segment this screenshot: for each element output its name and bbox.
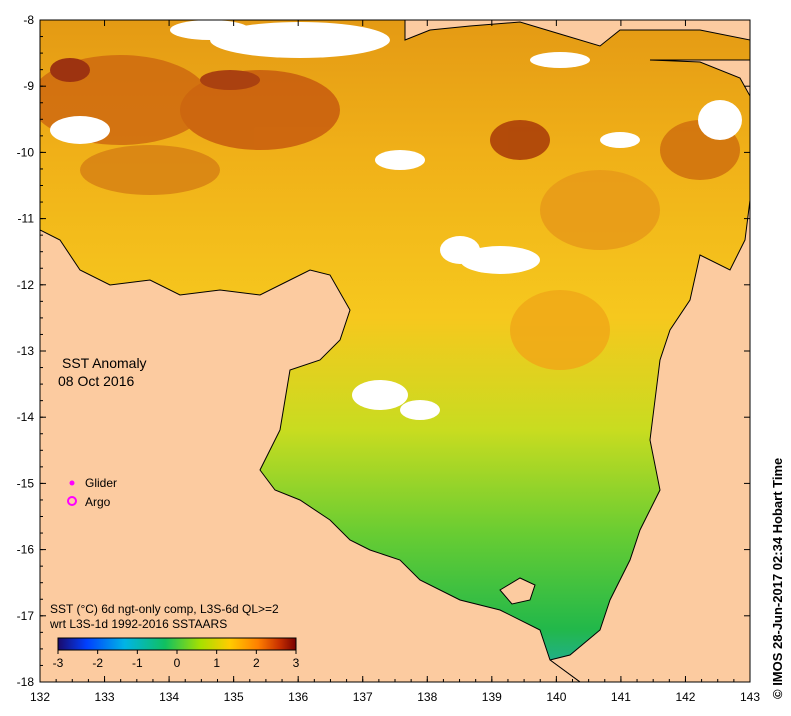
colorbar-ticks: -3 -2 -1 0 1 2 3 bbox=[53, 650, 300, 670]
x-tick-label: 137 bbox=[353, 690, 373, 704]
colorbar-tick-label: 0 bbox=[174, 656, 181, 670]
y-tick-label: -15 bbox=[17, 476, 35, 490]
x-tick-label: 139 bbox=[482, 690, 502, 704]
colorbar-tick-label: 1 bbox=[213, 656, 220, 670]
y-tick-label: -8 bbox=[23, 13, 34, 27]
colorbar-tick-label: 2 bbox=[253, 656, 260, 670]
y-tick-label: -12 bbox=[17, 278, 35, 292]
colorbar bbox=[57, 637, 297, 651]
y-tick-label: -9 bbox=[23, 79, 34, 93]
glider-marker bbox=[69, 480, 75, 486]
land-arnhem-land bbox=[40, 229, 581, 682]
map-title: SST Anomaly bbox=[62, 355, 147, 371]
imos-credit: © IMOS 28-Jun-2017 02:34 Hobart Time bbox=[770, 457, 785, 699]
land-island bbox=[499, 577, 536, 605]
y-tick-label: -16 bbox=[17, 543, 35, 557]
argo-label: Argo bbox=[85, 495, 111, 509]
y-tick-label: -13 bbox=[17, 344, 35, 358]
x-tick-label: 142 bbox=[675, 690, 695, 704]
x-tick-label: 136 bbox=[288, 690, 308, 704]
glider-label: Glider bbox=[85, 476, 117, 490]
x-tick-label: 140 bbox=[546, 690, 566, 704]
map-date: 08 Oct 2016 bbox=[58, 373, 134, 389]
y-axis: -8-9-10-11-12-13-14-15-16-17-18 bbox=[17, 13, 750, 689]
colorbar-caption-2: wrt L3S-1d 1992-2016 SSTAARS bbox=[49, 617, 227, 631]
x-tick-label: 134 bbox=[159, 690, 179, 704]
colorbar-tick-label: -2 bbox=[92, 656, 103, 670]
colorbar-tick-label: -3 bbox=[53, 656, 64, 670]
x-tick-label: 138 bbox=[417, 690, 437, 704]
y-tick-label: -10 bbox=[17, 145, 35, 159]
y-tick-label: -14 bbox=[17, 410, 35, 424]
x-tick-label: 135 bbox=[224, 690, 244, 704]
x-axis: 132 133 134 135 136 137 138 139 140 141 142 143 bbox=[30, 20, 760, 704]
warm-anomaly-patches bbox=[40, 55, 740, 370]
x-tick-label: 132 bbox=[30, 690, 50, 704]
colorbar-tick-label: 3 bbox=[293, 656, 300, 670]
x-tick-label: 141 bbox=[611, 690, 631, 704]
land-new-guinea bbox=[404, 20, 750, 98]
argo-marker bbox=[67, 496, 77, 506]
x-tick-label: 133 bbox=[95, 690, 115, 704]
colorbar-tick-label: -1 bbox=[132, 656, 143, 670]
colorbar-caption-1: SST (°C) 6d ngt-only comp, L3S-6d QL>=2 bbox=[50, 602, 279, 616]
y-tick-label: -18 bbox=[17, 675, 35, 689]
marker-legend: Glider Argo bbox=[67, 476, 117, 509]
y-tick-label: -17 bbox=[17, 609, 35, 623]
y-tick-label: -11 bbox=[18, 212, 35, 226]
no-data-patches bbox=[50, 20, 742, 420]
x-tick-label: 143 bbox=[740, 690, 760, 704]
